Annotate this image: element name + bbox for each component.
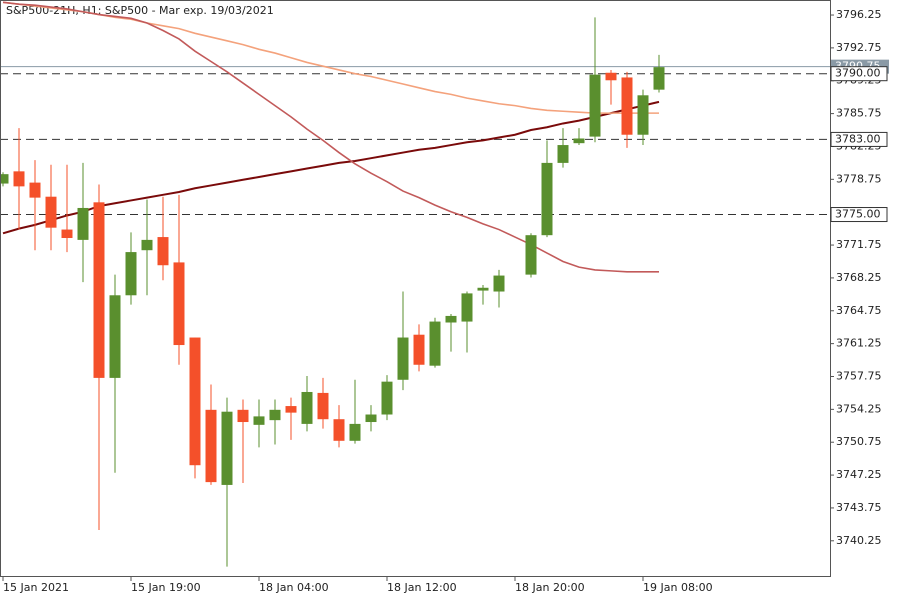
candle-body <box>1 174 9 184</box>
candle-body <box>301 391 313 424</box>
x-tick-label: 15 Jan 19:00 <box>131 581 201 594</box>
moving-average-line <box>2 1 659 273</box>
candle-body <box>173 262 185 346</box>
candle-body <box>13 171 25 187</box>
x-tick-label: 18 Jan 20:00 <box>515 581 585 594</box>
candle-body <box>557 145 569 163</box>
x-tick-label: 18 Jan 04:00 <box>259 581 329 594</box>
y-tick-label: 3754.25 <box>836 402 882 415</box>
candle-body <box>333 419 345 441</box>
x-tick-label: 19 Jan 08:00 <box>643 581 713 594</box>
candle-body <box>221 411 233 485</box>
candle-body <box>493 275 505 292</box>
x-tick-label: 15 Jan 2021 <box>3 581 69 594</box>
x-tick-label: 18 Jan 12:00 <box>387 581 457 594</box>
candle-body <box>253 416 265 425</box>
candle-body <box>525 235 537 275</box>
y-tick-label: 3792.75 <box>836 41 882 54</box>
candle-body <box>573 138 585 144</box>
candle-body <box>605 72 617 81</box>
candle-body <box>93 202 105 378</box>
level-label-box <box>830 66 888 82</box>
candle-body <box>125 252 137 296</box>
moving-average-line <box>2 100 660 235</box>
candle-body <box>429 321 441 366</box>
chart-title: S&P500-21H, H1: S&P500 - Mar exp. 19/03/… <box>6 4 274 17</box>
level-label: 3790.00 <box>835 67 881 80</box>
plot-frame <box>0 0 831 577</box>
candle-body <box>365 414 377 423</box>
y-tick-label: 3740.25 <box>836 534 882 547</box>
candle-body <box>29 182 41 198</box>
candle-body <box>541 162 553 236</box>
candle-body <box>237 409 249 423</box>
level-label: 3783.00 <box>835 132 881 145</box>
candle-body <box>397 337 409 380</box>
candle-body <box>637 95 649 135</box>
candle-body <box>109 295 121 378</box>
candle-body <box>461 293 473 322</box>
y-tick-label: 3764.75 <box>836 304 882 317</box>
level-label-box <box>830 131 888 147</box>
y-tick-label: 3761.25 <box>836 337 882 350</box>
candle-body <box>77 207 89 240</box>
candle-body <box>413 334 425 365</box>
candle-body <box>157 237 169 266</box>
candle-body <box>285 406 297 413</box>
y-tick-label: 3743.75 <box>836 501 882 514</box>
candle-body <box>381 381 393 415</box>
y-tick-label: 3778.75 <box>836 172 882 185</box>
y-tick-label: 3747.25 <box>836 468 882 481</box>
y-tick-label: 3771.75 <box>836 238 882 251</box>
y-tick-label: 3750.75 <box>836 435 882 448</box>
candle-body <box>141 239 153 251</box>
candle-body <box>205 409 217 483</box>
y-tick-label: 3768.25 <box>836 271 882 284</box>
candle-body <box>621 77 633 135</box>
plot <box>1 1 830 567</box>
y-tick-label: 3796.25 <box>836 8 882 21</box>
candle-body <box>189 337 201 466</box>
y-tick-label: 3785.75 <box>836 107 882 120</box>
candle-body <box>269 409 281 421</box>
candle-body <box>445 315 457 323</box>
level-label-box <box>830 207 888 223</box>
y-tick-label: 3757.75 <box>836 369 882 382</box>
candle-body <box>349 423 361 441</box>
candle-body <box>653 67 665 90</box>
candle-body <box>45 196 57 228</box>
candle-body <box>589 74 601 137</box>
level-label: 3775.00 <box>835 208 881 221</box>
candle-body <box>317 392 329 420</box>
candle-body <box>477 287 489 291</box>
candle-body <box>61 229 73 239</box>
